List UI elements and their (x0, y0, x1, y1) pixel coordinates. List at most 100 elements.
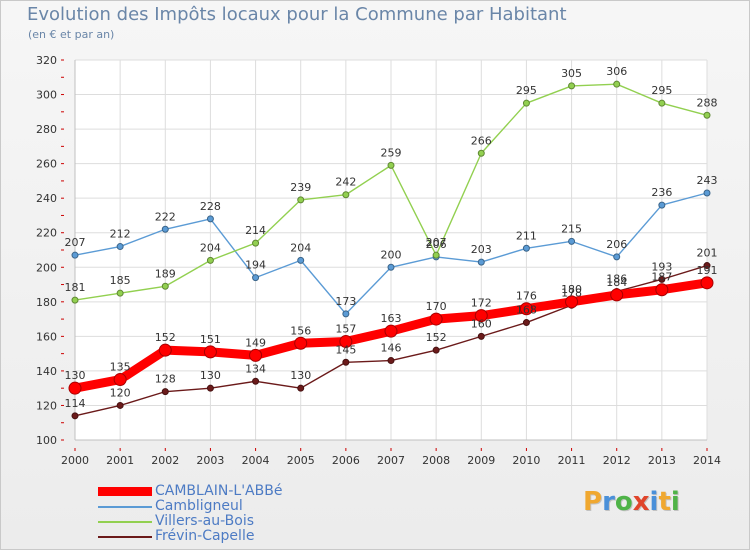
data-label: 207 (426, 236, 447, 249)
data-point-villers-au-bois (658, 99, 666, 107)
data-point-villers-au-bois (432, 251, 440, 259)
data-point-cambligneul (342, 310, 350, 318)
data-label: 215 (561, 222, 582, 235)
legend-swatch (98, 520, 152, 523)
data-label: 135 (110, 361, 131, 374)
data-point-frevin-capelle (387, 357, 395, 365)
data-label: 130 (200, 369, 221, 382)
data-point-frevin-capelle (432, 346, 440, 354)
data-label: 207 (65, 236, 86, 249)
data-point-cambligneul (658, 201, 666, 209)
data-point-villers-au-bois (522, 99, 530, 107)
y-tick-label: 160 (36, 330, 57, 343)
data-point-villers-au-bois (703, 111, 711, 119)
data-point-villers-au-bois (116, 289, 124, 297)
data-label: 163 (381, 312, 402, 325)
legend-item: Villers-au-Bois (98, 514, 282, 529)
data-point-camblain-l-abbe (249, 348, 263, 362)
data-point-frevin-capelle (477, 332, 485, 340)
data-label: 180 (561, 283, 582, 296)
data-label: 176 (516, 290, 537, 303)
y-tick-label: 100 (36, 434, 57, 447)
data-point-frevin-capelle (297, 384, 305, 392)
x-tick-label: 2009 (467, 454, 495, 467)
data-label: 222 (155, 210, 176, 223)
x-tick-label: 2008 (422, 454, 450, 467)
legend: CAMBLAIN-L'ABBé Cambligneul Villers-au-Boi… (98, 484, 282, 544)
data-point-frevin-capelle (342, 358, 350, 366)
data-point-cambligneul (703, 189, 711, 197)
legend-item: CAMBLAIN-L'ABBé (98, 484, 282, 499)
data-label: 178 (561, 286, 582, 299)
y-tick-label: 180 (36, 296, 57, 309)
data-label: 211 (516, 229, 537, 242)
data-point-camblain-l-abbe (294, 336, 308, 350)
data-point-camblain-l-abbe (384, 324, 398, 338)
data-label: 295 (516, 84, 537, 97)
logo-letter: x (632, 487, 650, 517)
data-label: 193 (651, 260, 672, 273)
data-point-camblain-l-abbe (203, 345, 217, 359)
data-label: 214 (245, 224, 266, 237)
data-point-villers-au-bois (297, 196, 305, 204)
data-point-cambligneul (522, 244, 530, 252)
data-label: 236 (651, 186, 672, 199)
data-label: 145 (335, 343, 356, 356)
data-point-cambligneul (568, 237, 576, 245)
legend-item: Frévin-Capelle (98, 529, 282, 544)
chart-subtitle: (en € et par an) (28, 28, 115, 41)
data-label: 200 (381, 248, 402, 261)
data-label: 152 (426, 331, 447, 344)
data-point-villers-au-bois (568, 82, 576, 90)
legend-label: Cambligneul (155, 498, 243, 514)
data-label: 173 (335, 295, 356, 308)
logo-letter: t (658, 487, 671, 517)
x-tick-label: 2003 (196, 454, 224, 467)
data-point-camblain-l-abbe (610, 288, 624, 302)
y-tick-label: 220 (36, 227, 57, 240)
data-point-camblain-l-abbe (429, 312, 443, 326)
data-point-frevin-capelle (206, 384, 214, 392)
y-tick-label: 140 (36, 365, 57, 378)
x-tick-label: 2005 (287, 454, 315, 467)
data-label: 170 (426, 300, 447, 313)
data-label: 189 (155, 267, 176, 280)
data-label: 203 (471, 243, 492, 256)
chart-title: Evolution des Impôts locaux pour la Comm… (27, 4, 567, 25)
data-point-camblain-l-abbe (113, 373, 127, 387)
legend-swatch (98, 535, 152, 538)
data-label: 204 (290, 241, 311, 254)
data-point-villers-au-bois (161, 282, 169, 290)
data-point-camblain-l-abbe (68, 381, 82, 395)
data-point-cambligneul (613, 253, 621, 261)
data-point-villers-au-bois (342, 191, 350, 199)
y-tick-label: 260 (36, 158, 57, 171)
data-label: 191 (697, 264, 718, 277)
data-label: 194 (245, 259, 266, 272)
y-tick-label: 120 (36, 399, 57, 412)
logo-letter: o (614, 487, 633, 517)
logo-letter: i (649, 487, 659, 517)
y-tick-label: 320 (36, 54, 57, 67)
logo-letter: P (583, 487, 603, 517)
legend-swatch (98, 505, 152, 508)
data-point-cambligneul (116, 243, 124, 251)
data-label: 172 (471, 297, 492, 310)
data-point-frevin-capelle (116, 401, 124, 409)
y-tick-label: 240 (36, 192, 57, 205)
x-tick-label: 2011 (558, 454, 586, 467)
x-tick-label: 2000 (61, 454, 89, 467)
data-label: 146 (381, 342, 402, 355)
data-label: 239 (290, 181, 311, 194)
x-tick-label: 2004 (242, 454, 270, 467)
data-point-villers-au-bois (613, 80, 621, 88)
data-label: 134 (245, 362, 266, 375)
data-point-camblain-l-abbe (474, 309, 488, 323)
data-point-cambligneul (477, 258, 485, 266)
data-label: 156 (290, 324, 311, 337)
logo-letter: r (602, 487, 615, 517)
data-label: 152 (155, 331, 176, 344)
data-label: 130 (290, 369, 311, 382)
data-point-cambligneul (297, 256, 305, 264)
x-tick-label: 2006 (332, 454, 360, 467)
